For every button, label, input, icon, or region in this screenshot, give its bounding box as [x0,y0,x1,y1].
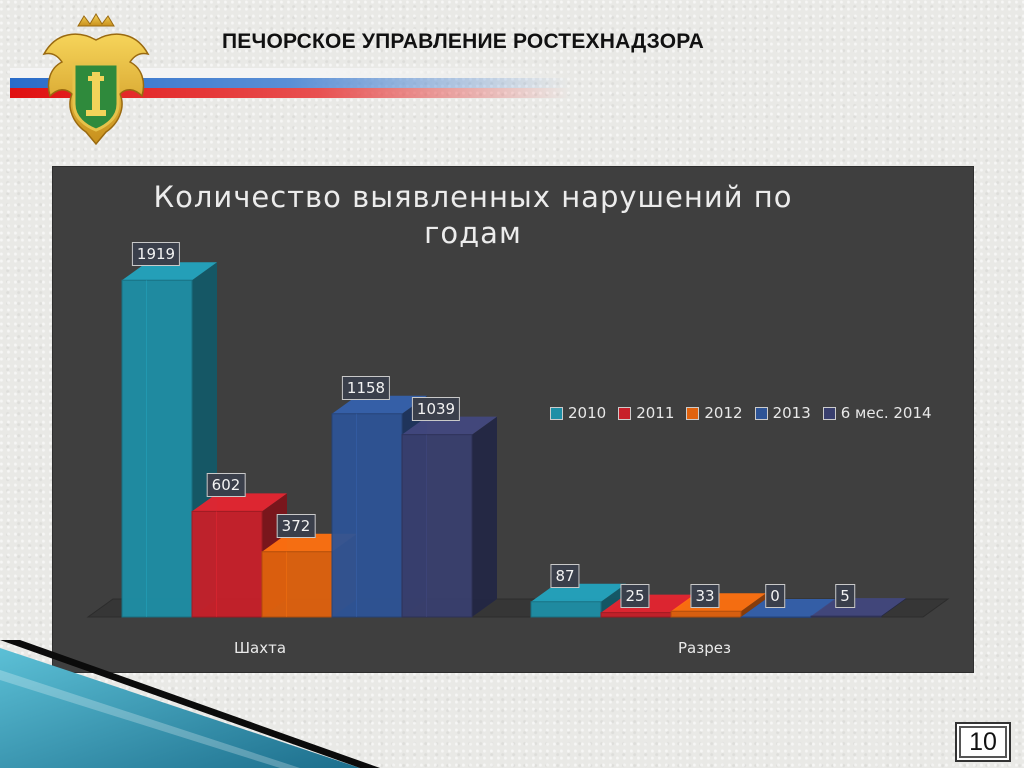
bar-2013-Шахта [331,413,403,618]
flag-stripes [10,68,570,98]
chart-legend: 2010 2011 2012 2013 6 мес. 2014 [550,404,932,422]
legend-label: 6 мес. 2014 [840,404,932,422]
legend-swatch [618,406,632,420]
data-label-6 мес. 2014-Шахта: 1039 [411,396,461,421]
data-label-2013-Разрез: 0 [765,584,785,608]
data-label-2010-Разрез: 87 [550,563,580,588]
data-label-2013-Шахта: 1158 [341,375,391,400]
bar-side-6 мес. 2014-Шахта [472,416,497,617]
bar-top-2010-Разрез [531,583,626,602]
bar-top-2010-Шахта [122,262,217,281]
data-label-6 мес. 2014-Разрез: 5 [835,584,855,608]
page-number: 10 [955,722,1011,762]
data-label-2012-Шахта: 372 [276,513,316,538]
legend-label: 2013 [772,404,811,422]
legend-item-2012: 2012 [686,404,743,422]
chart-title: Количество выявленных нарушений по годам [153,179,793,251]
bar-2011-Разрез [600,612,672,618]
bar-2010-Разрез [530,601,602,618]
chart-title-line-1: Количество выявленных нарушений по [153,180,793,214]
legend-swatch [822,406,836,420]
bar-top-2013-Разрез [741,599,836,617]
bar-chart [86,262,950,618]
bar-6 мес. 2014-Шахта [401,434,473,618]
bar-2012-Шахта [261,551,333,618]
data-label-2010-Шахта: 1919 [131,242,181,267]
bar-2013-Разрез [740,616,812,618]
corner-decoration [0,640,380,768]
category-label-0: Шахта [234,639,287,657]
bar-top-6 мес. 2014-Шахта [402,416,497,435]
bar-2010-Шахта [121,279,193,618]
data-label-2011-Разрез: 25 [620,584,650,608]
legend-label: 2010 [568,404,607,422]
legend-swatch [754,406,768,420]
double-headed-eagle-emblem-icon [42,13,150,146]
chart-panel: Количество выявленных нарушений по годам… [52,166,974,673]
bar-top-2011-Шахта [192,493,287,512]
legend-item-2013: 2013 [754,404,811,422]
legend-item-6 мес. 2014: 6 мес. 2014 [822,404,932,422]
bar-side-6 мес. 2014-Разрез [881,598,906,617]
legend-label: 2012 [704,404,743,422]
legend-swatch [550,406,563,420]
legend-item-2010: 2010 [550,404,606,422]
legend-label: 2011 [636,404,675,422]
bar-2012-Разрез [670,610,742,618]
data-label-2011-Шахта: 602 [206,473,246,498]
legend-swatch [686,406,700,420]
bar-top-2013-Шахта [332,395,427,414]
page-title: ПЕЧОРСКОЕ УПРАВЛЕНИЕ РОСТЕХНАДЗОРА [222,30,705,53]
chart-title-line-2: годам [424,216,522,250]
bar-6 мес. 2014-Разрез [810,615,882,618]
legend-item-2011: 2011 [618,404,674,422]
data-label-2012-Разрез: 33 [690,584,720,608]
bar-top-6 мес. 2014-Разрез [811,598,906,617]
category-label-1: Разрез [678,639,731,657]
bar-side-2012-Разрез [741,593,766,617]
bar-2011-Шахта [191,510,263,618]
